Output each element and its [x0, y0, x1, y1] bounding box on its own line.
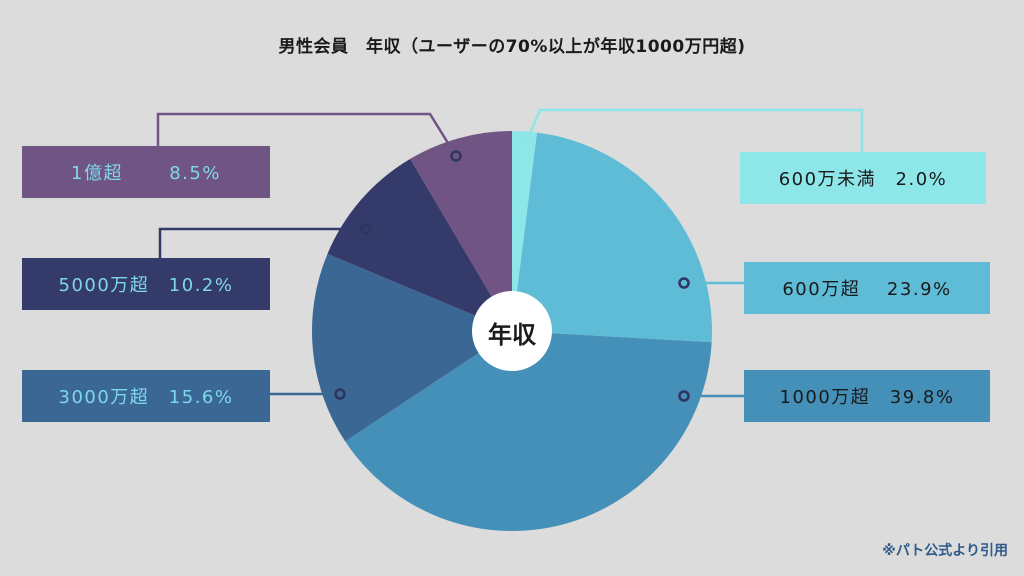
- leader-dot-3: [678, 390, 690, 402]
- leader-line-1: [526, 108, 864, 152]
- leader-dot-4: [334, 388, 346, 400]
- chart-title: 男性会員 年収（ユーザーの70%以上が年収1000万円超): [278, 37, 746, 57]
- pie-slice-3: [345, 331, 712, 531]
- leader-dot-1: [522, 132, 534, 144]
- leader-dot-2: [678, 277, 690, 289]
- leader-line-5: [158, 227, 366, 258]
- slice-label-4: 3000万超 15.6%: [22, 370, 270, 422]
- slice-label-6: 1億超 8.5%: [22, 146, 270, 198]
- slice-label-2: 600万超 23.9%: [744, 262, 990, 314]
- center-hole: [472, 291, 552, 371]
- source-note: ※パト公式より引用: [882, 543, 1008, 559]
- leader-dot-5: [360, 223, 372, 235]
- slice-label-3: 1000万超 39.8%: [744, 370, 990, 422]
- pie-slice-5: [327, 158, 512, 331]
- leader-line-6: [156, 112, 458, 157]
- pie-slice-4: [312, 253, 512, 442]
- leader-dot-6: [450, 150, 462, 162]
- slice-label-5: 5000万超 10.2%: [22, 258, 270, 310]
- center-label: 年収: [488, 320, 536, 349]
- pie-slice-1: [512, 131, 538, 331]
- pie-slice-2: [512, 132, 712, 343]
- pie-slice-6: [410, 131, 512, 331]
- slice-label-1: 600万未満 2.0%: [740, 152, 986, 204]
